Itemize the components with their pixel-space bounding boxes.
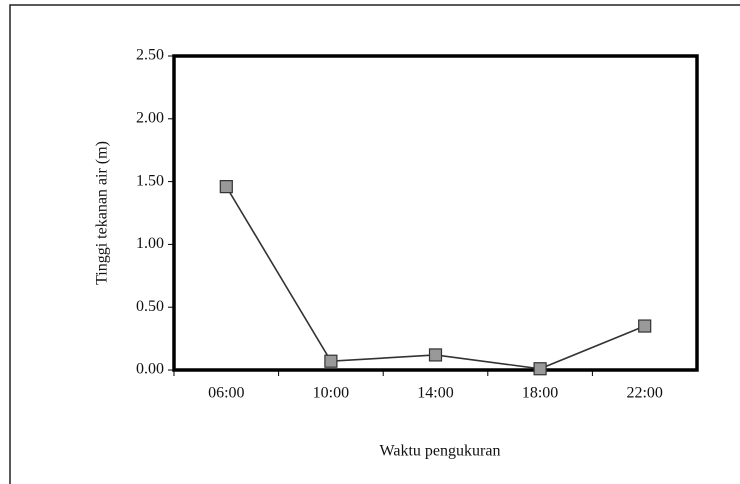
y-axis-label: Tinggi tekanan air (m) bbox=[94, 141, 111, 285]
x-tick-label: 10:00 bbox=[313, 385, 349, 402]
y-tick-label: 0.50 bbox=[136, 298, 164, 315]
x-tick-label: 06:00 bbox=[208, 385, 244, 402]
y-tick-label: 2.00 bbox=[136, 109, 164, 126]
plot-area bbox=[172, 54, 699, 372]
y-tick-label: 1.50 bbox=[136, 172, 164, 189]
line-marker bbox=[324, 354, 338, 368]
line-marker bbox=[219, 180, 233, 194]
line-marker bbox=[533, 362, 547, 376]
chart-border bbox=[9, 4, 740, 484]
line-marker bbox=[638, 319, 652, 333]
y-tick-label: 1.00 bbox=[136, 235, 164, 252]
x-tick-label: 18:00 bbox=[522, 385, 558, 402]
y-tick-label: 2.50 bbox=[136, 47, 164, 64]
x-tick-label: 22:00 bbox=[626, 385, 662, 402]
x-axis-label: Waktu pengukuran bbox=[380, 443, 501, 460]
line-marker bbox=[428, 348, 443, 362]
line bbox=[225, 186, 646, 370]
y-tick-label: 0.00 bbox=[136, 361, 164, 378]
x-tick-label: 14:00 bbox=[417, 385, 453, 402]
